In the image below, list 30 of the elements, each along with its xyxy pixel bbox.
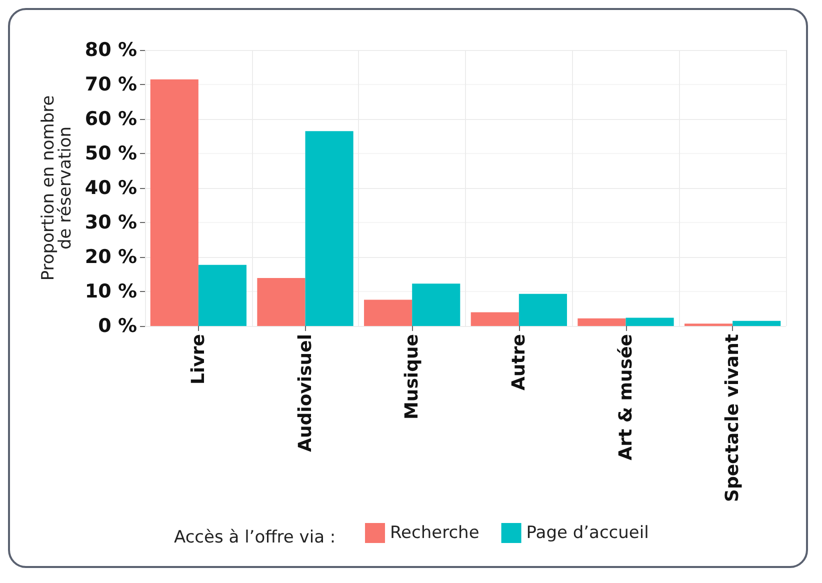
- x-tick-label: Spectacle vivant: [722, 334, 744, 502]
- legend-label: Recherche: [390, 523, 480, 543]
- y-tick-label: 50 %: [84, 142, 137, 164]
- y-tick-label: 30 %: [84, 212, 137, 234]
- y-tick-label: 40 %: [84, 177, 137, 199]
- bar: [470, 312, 519, 326]
- y-tick-label: 10 %: [84, 280, 137, 302]
- bar: [364, 300, 412, 326]
- bar: [518, 294, 567, 326]
- x-tick-label: Audiovisuel: [294, 334, 316, 452]
- y-tick-label: 0 %: [98, 315, 137, 337]
- y-axis-title: Proportion en nombre de réservation: [38, 95, 76, 281]
- bar: [198, 264, 246, 326]
- x-tick-label: Musique: [402, 334, 423, 420]
- x-tick-label: Livre: [188, 334, 209, 384]
- x-tick-label: Art & musée: [615, 334, 636, 460]
- legend-title: Accès à l’offre via :: [174, 528, 336, 548]
- bar: [412, 284, 460, 326]
- legend-label: Page d’accueil: [526, 523, 649, 543]
- bar: [305, 131, 354, 326]
- y-tick-label: 80 %: [84, 39, 137, 61]
- bar: [150, 79, 198, 326]
- bar: [578, 318, 626, 326]
- y-tick-label: 20 %: [84, 246, 137, 268]
- bar: [732, 320, 781, 326]
- x-tick-label: Autre: [508, 334, 530, 390]
- bar: [626, 318, 674, 326]
- bar: [257, 278, 306, 326]
- y-tick-label: 70 %: [84, 74, 137, 96]
- y-tick-label: 60 %: [84, 108, 137, 130]
